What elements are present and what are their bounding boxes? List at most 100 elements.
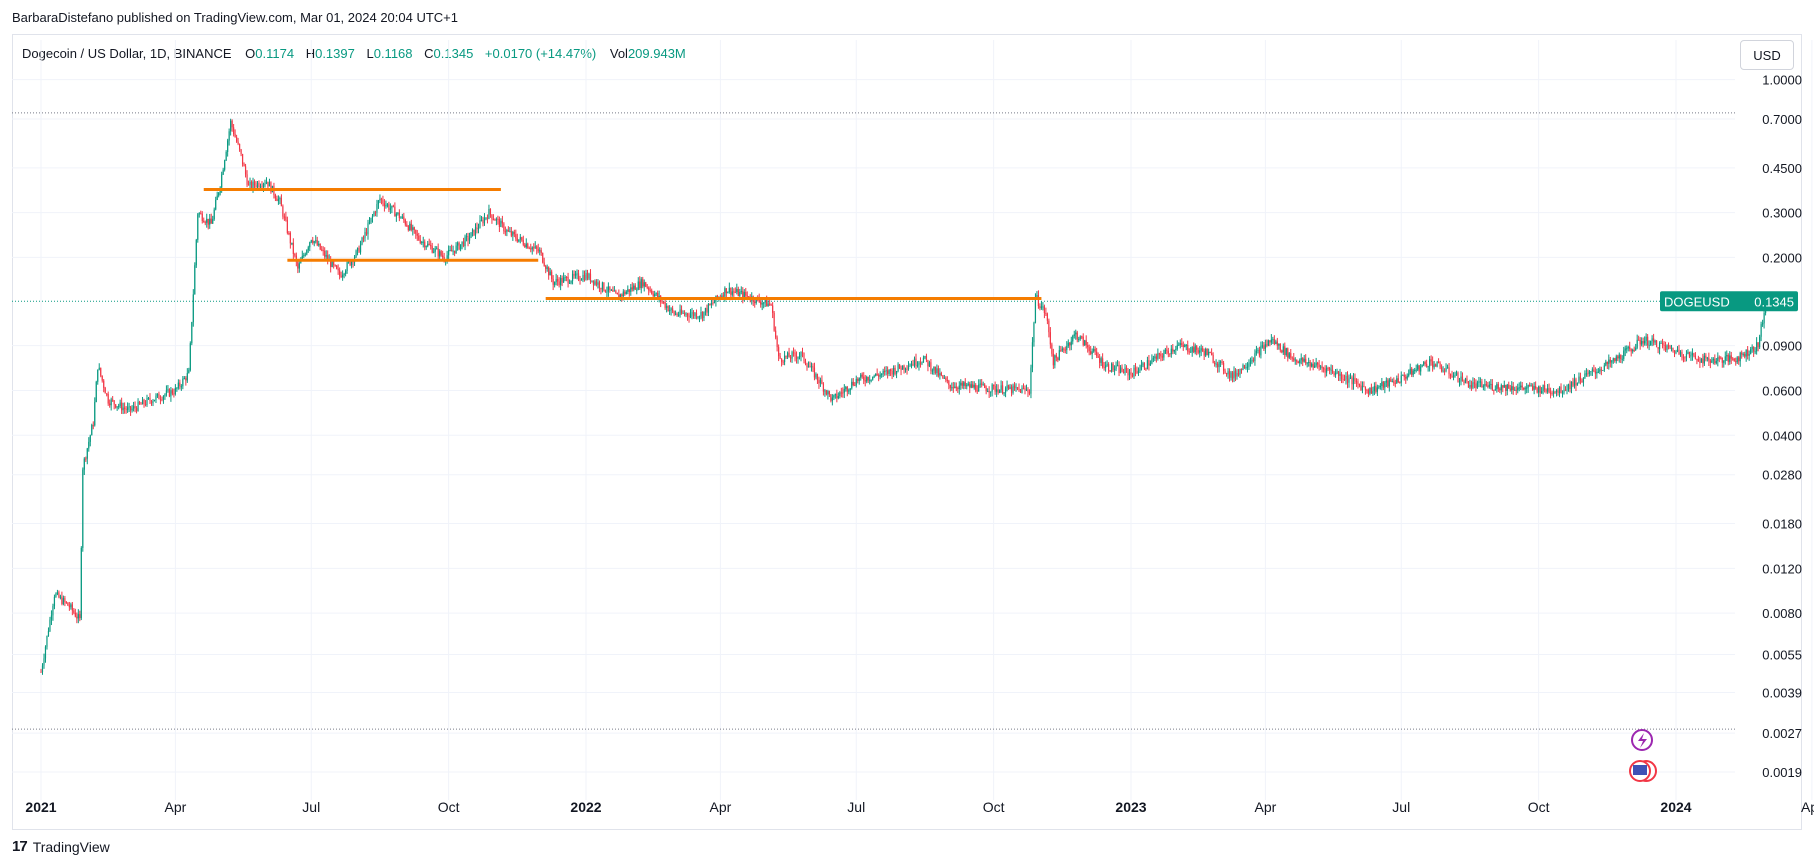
candle-body (1305, 358, 1307, 364)
candle-body (1228, 371, 1231, 378)
candle-body (1349, 377, 1352, 379)
chart-legend: Dogecoin / US Dollar, 1D, BINANCE O0.117… (22, 46, 686, 61)
candle-body (798, 356, 801, 358)
candle-body (228, 131, 230, 141)
candle-body (1687, 351, 1689, 354)
candle-body (398, 212, 400, 219)
candle-body (946, 379, 948, 381)
candle-body (772, 305, 774, 313)
candle-body (364, 231, 366, 238)
candle-body (1432, 361, 1434, 368)
candle-body (548, 267, 550, 276)
candle-body (1439, 362, 1441, 368)
candle-body (1021, 387, 1023, 393)
candle-body (1234, 371, 1237, 377)
candle-body (492, 219, 495, 221)
candle-body (1222, 362, 1225, 371)
candle-body (1700, 358, 1702, 363)
candle-body (1099, 357, 1101, 363)
candle-body (1417, 365, 1419, 370)
candle-body (1314, 365, 1316, 368)
candle-body (827, 391, 829, 395)
candle-body (1003, 392, 1005, 394)
candle-body (999, 389, 1001, 393)
candle-body (189, 343, 191, 371)
candle-body (241, 153, 244, 165)
candle-body (456, 242, 459, 246)
candle-body (1013, 385, 1016, 388)
candle-body (661, 301, 663, 303)
candle-body (327, 255, 329, 261)
candle-body (206, 218, 208, 223)
candle-body (549, 271, 551, 276)
candle-body (1039, 306, 1041, 309)
candle-body (1427, 366, 1429, 368)
candle-body (773, 312, 775, 331)
tradingview-logo-icon[interactable]: 17 (12, 838, 28, 855)
candle-body (1149, 363, 1152, 366)
candle-body (1742, 354, 1744, 356)
candle-body (895, 370, 898, 374)
candle-body (533, 247, 535, 249)
candle-body (1500, 385, 1502, 391)
candle-body (786, 352, 789, 357)
candle-body (766, 298, 768, 307)
candle-body (1179, 343, 1181, 345)
candle-body (736, 288, 738, 293)
candle-body (918, 362, 920, 366)
candle-body (1560, 386, 1562, 394)
candle-body (1348, 378, 1350, 383)
candle-body (1294, 359, 1296, 361)
candle-body (1639, 339, 1641, 345)
candle-body (1142, 363, 1144, 366)
x-tick-label: Apr (709, 799, 731, 815)
candle-body (349, 261, 351, 266)
candle-body (577, 273, 580, 280)
candle-body (74, 612, 76, 617)
candle-body (1075, 332, 1077, 335)
footer-brand[interactable]: TradingView (32, 838, 110, 855)
candle-body (800, 352, 802, 357)
candle-body (1514, 389, 1516, 391)
candle-body (1452, 375, 1455, 378)
candle-body (769, 303, 771, 305)
currency-button[interactable]: USD (1740, 40, 1794, 70)
y-tick-label: 0.0900 (1762, 339, 1802, 354)
candle-body (685, 313, 687, 315)
candle-body (1702, 358, 1704, 364)
candle-body (1178, 344, 1180, 346)
candle-body (642, 279, 644, 287)
candle-body (1214, 362, 1216, 364)
candle-body (465, 236, 468, 238)
candle-body (122, 407, 124, 411)
candle-body (1124, 367, 1126, 373)
candle-body (531, 247, 533, 250)
candle-body (945, 377, 947, 380)
candle-body (930, 362, 932, 371)
candle-body (1696, 358, 1698, 360)
candle-body (1572, 381, 1574, 386)
candle-body (44, 646, 47, 659)
candle-body (383, 203, 386, 207)
candle-body (119, 402, 121, 406)
candle-body (1037, 295, 1040, 307)
candle-body (368, 222, 371, 224)
candle-body (539, 250, 541, 252)
volume-label: Vol (609, 46, 628, 61)
low-value: 0.1168 (373, 46, 413, 61)
candle-body (1197, 349, 1199, 353)
candle-body (1569, 384, 1571, 389)
candle-body (1300, 357, 1302, 361)
candle-body (1372, 391, 1374, 394)
candle-body (1188, 351, 1190, 353)
candle-body (727, 291, 729, 294)
candle-body (231, 120, 233, 128)
candle-body (1627, 346, 1629, 349)
candle-body (990, 391, 992, 393)
candle-body (1355, 381, 1358, 383)
candle-body (1647, 336, 1649, 346)
candle-body (1523, 387, 1525, 390)
candle-body (649, 290, 651, 292)
y-tick-label: 0.0280 (1762, 468, 1802, 483)
